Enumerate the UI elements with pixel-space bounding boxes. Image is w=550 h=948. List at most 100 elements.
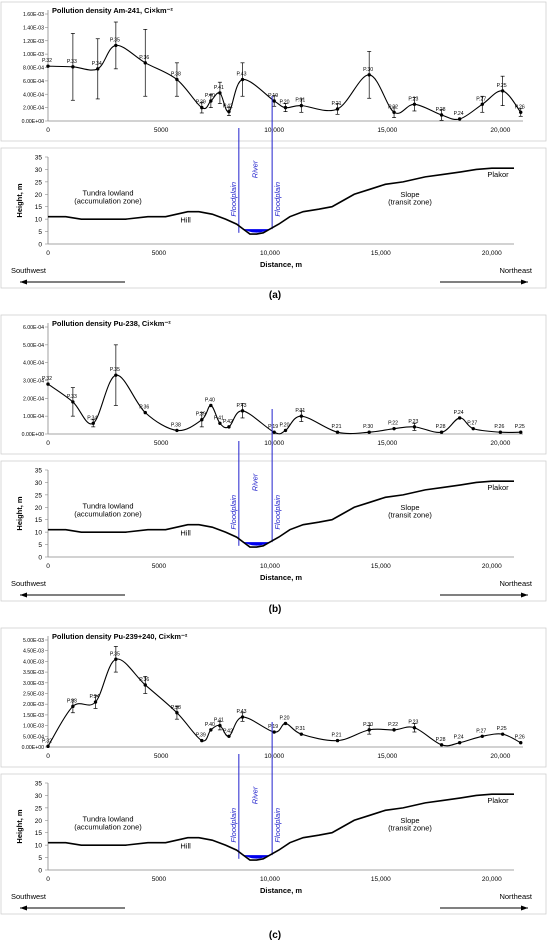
hill-label: Hill — [180, 528, 191, 537]
profile-x-tick-label: 5000 — [152, 250, 167, 257]
southwest-label: Southwest — [11, 892, 47, 901]
profile-y-tick-label: 0 — [38, 242, 42, 249]
river-label: River — [250, 786, 259, 804]
southwest-arrowhead — [20, 279, 27, 285]
point-label: P.32 — [42, 738, 52, 744]
terrain-line — [48, 480, 514, 548]
point-label: P.19 — [268, 93, 278, 99]
chart-frame — [0, 1, 547, 142]
profile-frame — [0, 460, 547, 602]
panel-label: (b) — [269, 604, 282, 615]
data-point — [439, 430, 444, 434]
profile-y-tick-label: 5 — [38, 855, 42, 862]
point-label: P.21 — [332, 101, 342, 107]
southwest-label: Southwest — [11, 266, 47, 275]
point-label: P.24 — [454, 735, 464, 741]
profile-x-tick-label: 20,000 — [482, 250, 502, 257]
data-point — [114, 373, 118, 377]
y-tick-label: 4.00E-04 — [23, 92, 44, 98]
tundra-label: Tundra lowland — [82, 189, 133, 198]
profile-x-tick-label: 0 — [46, 563, 50, 570]
data-point — [500, 732, 505, 736]
y-tick-label: 5.00E-04 — [23, 734, 44, 740]
profile-x-tick-label: 5000 — [152, 876, 167, 883]
point-label: P.25 — [497, 83, 507, 89]
point-label: P.41 — [214, 718, 224, 724]
x-tick-label: 10,000 — [264, 753, 284, 760]
data-point — [392, 110, 396, 115]
profile-y-tick-label: 35 — [35, 155, 43, 162]
northeast-label: Northeast — [499, 892, 532, 901]
floodplain-right-label: Floodplain — [273, 182, 282, 217]
y-tick-label: 6.00E-04 — [23, 79, 44, 85]
data-point — [272, 99, 276, 103]
profile-y-tick-label: 35 — [35, 468, 43, 475]
panel-3: 0.00E+00 5.00E-04 1.00E-03 1.50E-03 2.00E-03… — [0, 627, 547, 941]
point-label: P.19 — [268, 724, 278, 730]
data-point — [412, 726, 417, 730]
point-label: P.21 — [332, 733, 342, 739]
panel-label: (a) — [269, 290, 281, 301]
profile-y-tick-label: 20 — [35, 818, 43, 825]
tundra-zone-label: (accumulation zone) — [74, 822, 142, 831]
data-point — [283, 428, 288, 433]
terrain-line — [48, 793, 514, 861]
hill-label: Hill — [180, 215, 191, 224]
y-tick-label: 6.00E-04 — [23, 325, 44, 331]
point-label: P.34 — [89, 694, 99, 700]
data-point — [71, 400, 75, 404]
floodplain-left-label: Floodplain — [229, 495, 238, 530]
point-label: P.39 — [196, 412, 206, 418]
data-point — [335, 738, 340, 743]
data-point — [392, 426, 396, 431]
profile-x-tick-label: 10,000 — [260, 563, 280, 570]
plakor-label: Plakor — [487, 170, 509, 179]
data-point — [283, 721, 288, 726]
data-point — [519, 110, 523, 115]
floodplain-left-label: Floodplain — [229, 182, 238, 217]
data-point — [175, 711, 179, 715]
terrain-line — [48, 167, 514, 235]
point-label: P.24 — [454, 410, 464, 416]
x-tick-label: 10,000 — [264, 127, 284, 134]
data-point — [200, 738, 204, 743]
y-tick-label: 1.00E-03 — [23, 52, 44, 58]
data-point — [218, 91, 222, 95]
data-point — [457, 117, 462, 121]
data-point — [457, 416, 462, 420]
point-label: P.41 — [214, 415, 224, 421]
data-point — [227, 109, 231, 114]
point-label: P.23 — [408, 419, 418, 425]
tundra-zone-label: (accumulation zone) — [74, 196, 142, 205]
panel-1: 0.00E+00 2.00E-04 4.00E-04 6.00E-04 8.00E-04… — [0, 1, 547, 301]
profile-y-tick-label: 20 — [35, 505, 43, 512]
river-water — [243, 229, 270, 233]
profile-y-tick-label: 20 — [35, 192, 43, 199]
data-point — [71, 704, 75, 709]
profile-x-tick-label: 0 — [46, 250, 50, 257]
point-label: P.35 — [110, 37, 120, 43]
river-label: River — [250, 160, 259, 178]
point-label: P.39 — [196, 733, 206, 739]
point-label: P.21 — [332, 424, 342, 430]
data-point — [93, 700, 98, 704]
point-label: P.20 — [279, 422, 289, 428]
profile-x-tick-label: 0 — [46, 876, 50, 883]
profile-y-tick-label: 15 — [35, 830, 43, 837]
northeast-arrowhead — [521, 279, 528, 285]
x-tick-label: 20,000 — [490, 127, 510, 134]
data-point — [227, 734, 231, 738]
profile-y-tick-label: 5 — [38, 229, 42, 236]
profile-x-tick-label: 20,000 — [482, 876, 502, 883]
y-tick-label: 5.00E-04 — [23, 343, 44, 349]
panel-label: (c) — [269, 930, 281, 941]
data-point — [519, 741, 523, 745]
data-point — [240, 715, 245, 719]
point-label: P.20 — [279, 100, 289, 106]
point-label: P.22 — [388, 104, 398, 110]
floodplain-right-label: Floodplain — [273, 808, 282, 843]
profile-x-tick-label: 15,000 — [371, 876, 391, 883]
profile-y-tick-label: 30 — [35, 480, 43, 487]
point-label: P.23 — [408, 96, 418, 102]
